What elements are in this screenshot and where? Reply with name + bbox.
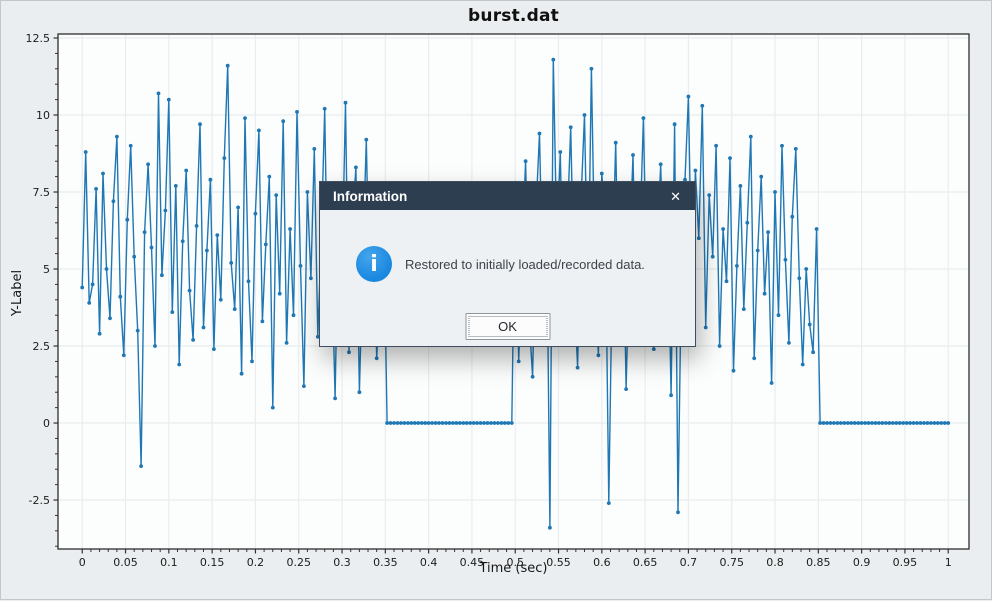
svg-text:5: 5 — [43, 263, 50, 276]
svg-text:0.7: 0.7 — [680, 556, 698, 569]
svg-text:0.65: 0.65 — [633, 556, 658, 569]
x-axis-label: Time (sec) — [479, 561, 548, 576]
svg-text:12.5: 12.5 — [26, 32, 51, 45]
svg-text:10: 10 — [36, 109, 50, 122]
svg-text:0.45: 0.45 — [460, 556, 485, 569]
svg-text:0.4: 0.4 — [420, 556, 438, 569]
svg-text:1: 1 — [945, 556, 952, 569]
information-dialog: Information ✕ i Restored to initially lo… — [319, 181, 696, 347]
svg-text:0.15: 0.15 — [200, 556, 225, 569]
svg-text:0.35: 0.35 — [373, 556, 398, 569]
svg-text:0.95: 0.95 — [893, 556, 918, 569]
svg-text:2.5: 2.5 — [33, 340, 51, 353]
ok-button[interactable]: OK — [465, 313, 550, 340]
svg-text:-2.5: -2.5 — [29, 494, 50, 507]
svg-text:0.55: 0.55 — [546, 556, 571, 569]
svg-text:0.2: 0.2 — [247, 556, 265, 569]
svg-text:0.5: 0.5 — [506, 556, 524, 569]
svg-text:0.8: 0.8 — [766, 556, 784, 569]
svg-text:0.05: 0.05 — [113, 556, 138, 569]
close-icon[interactable]: ✕ — [670, 188, 681, 204]
svg-text:0: 0 — [43, 417, 50, 430]
svg-text:0.25: 0.25 — [286, 556, 311, 569]
svg-text:7.5: 7.5 — [33, 186, 51, 199]
dialog-message: Restored to initially loaded/recorded da… — [405, 257, 645, 272]
dialog-titlebar[interactable]: Information ✕ — [320, 182, 695, 210]
svg-text:0.1: 0.1 — [160, 556, 178, 569]
info-icon-glyph: i — [370, 251, 378, 277]
dialog-title: Information — [333, 188, 408, 204]
chart-title: burst.dat — [468, 6, 559, 26]
y-axis-label: Y-Label — [10, 269, 25, 317]
info-icon: i — [356, 246, 392, 282]
svg-text:0.85: 0.85 — [806, 556, 831, 569]
svg-text:0.3: 0.3 — [333, 556, 351, 569]
svg-text:0.6: 0.6 — [593, 556, 611, 569]
svg-text:0.75: 0.75 — [719, 556, 744, 569]
svg-text:0: 0 — [79, 556, 86, 569]
svg-text:0.9: 0.9 — [853, 556, 871, 569]
